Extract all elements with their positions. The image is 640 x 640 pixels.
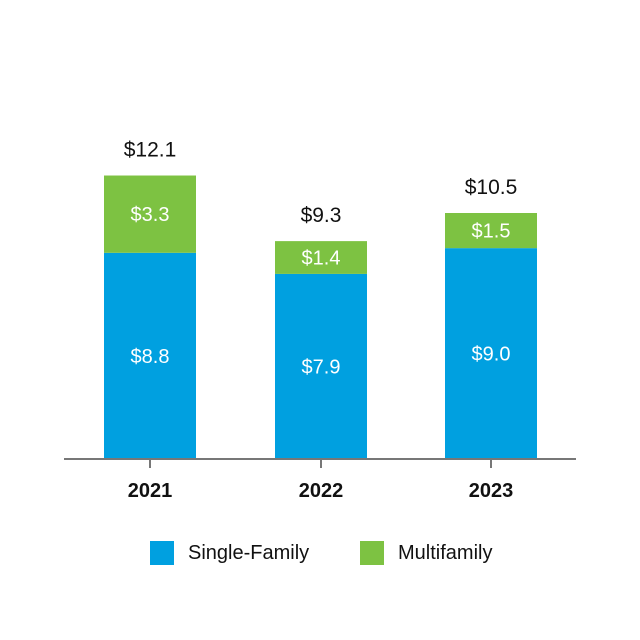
legend-swatch-multifamily (360, 541, 384, 565)
legend-item-multifamily: Multifamily (360, 538, 492, 568)
bars-group (104, 175, 537, 459)
x-tick-label-2022: 2022 (299, 480, 344, 502)
data-label-single-family-2023: $9.0 (472, 344, 511, 366)
data-label-single-family-2022: $7.9 (302, 356, 341, 378)
legend: Single-Family Multifamily (0, 538, 640, 568)
data-label-multifamily-2023: $1.5 (472, 221, 511, 243)
data-label-single-family-2021: $8.8 (131, 346, 170, 368)
legend-label-single-family: Single-Family (188, 541, 310, 564)
legend-swatch-single-family (150, 541, 174, 565)
legend-label-multifamily: Multifamily (398, 541, 493, 564)
data-label-multifamily-2021: $3.3 (131, 204, 170, 226)
total-label-2023: $10.5 (465, 176, 518, 199)
total-label-2021: $12.1 (124, 139, 177, 162)
total-labels-group: $12.1 $9.3 $10.5 (124, 139, 518, 228)
bar-multifamily-2021 (104, 175, 196, 253)
bar-single-family-2022 (275, 273, 367, 459)
bar-multifamily-2023 (445, 213, 537, 249)
x-tick-label-2023: 2023 (469, 480, 514, 502)
data-label-multifamily-2022: $1.4 (302, 248, 341, 270)
bar-single-family-2023 (445, 248, 537, 459)
x-tick-label-2021: 2021 (128, 480, 173, 502)
segment-labels-group: $8.8 $3.3 $7.9 $1.4 $9.0 $1.5 (131, 204, 511, 378)
bar-multifamily-2022 (275, 241, 367, 274)
total-label-2022: $9.3 (301, 204, 342, 227)
legend-item-single-family: Single-Family (150, 538, 309, 568)
x-axis-ticks-group (149, 459, 492, 468)
x-axis-tick-labels-group: 2021 2022 2023 (128, 480, 514, 502)
bar-single-family-2021 (104, 252, 196, 459)
